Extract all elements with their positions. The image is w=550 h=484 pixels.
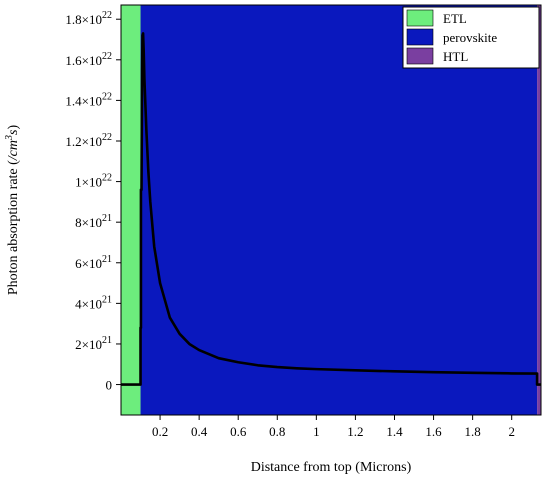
y-axis: 0 2×1021 4×1021 6×1021 8×1021 1×1022 1.2×1022 1… — [65, 10, 121, 393]
x-axis: 0.2 0.4 0.6 0.8 1 1.2 1.4 1.6 1.8 2 — [152, 415, 515, 439]
series-layer — [121, 32, 541, 386]
series-line-0 — [121, 32, 541, 386]
region-perovskite — [140, 5, 538, 415]
legend-label-htl: HTL — [443, 49, 468, 64]
y-tick-label: 2×1021 — [75, 335, 112, 352]
x-tick-label: 1 — [313, 424, 320, 439]
y-axis-title: Photon absorption rate (/cm3s) — [4, 125, 21, 296]
y-tick-label: 4×1021 — [75, 294, 112, 311]
legend-swatch-etl — [406, 9, 434, 27]
y-tick-label: 8×1021 — [75, 213, 112, 230]
y-tick-label: 1×1022 — [75, 173, 112, 190]
x-tick-label: 0.2 — [152, 424, 168, 439]
legend-label-perovskite: perovskite — [443, 30, 497, 45]
x-tick-label: 0.6 — [230, 424, 247, 439]
legend-swatch-perovskite — [406, 28, 434, 46]
y-tick-label: 1.8×1022 — [65, 10, 112, 27]
y-tick-label: 1.4×1022 — [65, 91, 112, 108]
region-htl — [537, 5, 541, 415]
x-tick-label: 1.2 — [347, 424, 363, 439]
x-tick-label: 1.6 — [425, 424, 442, 439]
y-tick-label: 0 — [106, 378, 113, 393]
x-tick-label: 0.8 — [269, 424, 285, 439]
x-tick-label: 1.4 — [386, 424, 403, 439]
y-tick-label: 1.6×1022 — [65, 51, 112, 68]
plot-frame — [120, 4, 542, 416]
x-tick-label: 1.8 — [465, 424, 481, 439]
region-etl — [121, 5, 141, 415]
x-tick-label: 0.4 — [191, 424, 208, 439]
y-tick-label: 1.2×1022 — [65, 132, 112, 149]
x-axis-title: Distance from top (Microns) — [251, 460, 412, 475]
x-tick-label: 2 — [508, 424, 515, 439]
legend-swatch-htl — [406, 47, 434, 65]
legend-label-etl: ETL — [443, 11, 467, 26]
legend: ETL perovskite HTL — [402, 6, 540, 69]
y-tick-label: 6×1021 — [75, 254, 112, 271]
layer-regions — [121, 5, 541, 415]
